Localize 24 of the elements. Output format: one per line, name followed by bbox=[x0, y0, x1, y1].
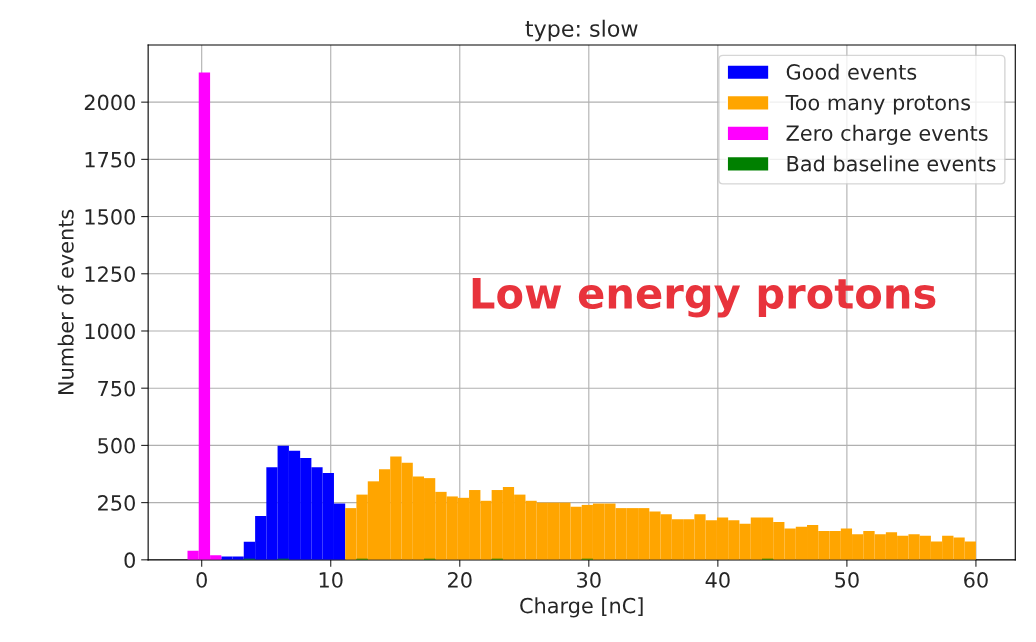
annotation: Low energy protons bbox=[472, 278, 936, 318]
y-tick-label: 1250 bbox=[85, 266, 135, 282]
x-axis-title: Charge [nC] bbox=[520, 597, 643, 618]
x-tick-label: 20 bbox=[448, 572, 472, 588]
legend-label: Good events bbox=[786, 63, 917, 80]
legend-label: Bad baseline events bbox=[787, 155, 996, 172]
x-tick-label: 60 bbox=[964, 572, 988, 588]
y-tick-label: 250 bbox=[98, 495, 135, 511]
x-tick-label: 10 bbox=[319, 572, 343, 588]
x-tick-label: 30 bbox=[577, 572, 601, 588]
x-tick-label: 50 bbox=[835, 572, 859, 588]
y-tick-label: 500 bbox=[98, 437, 135, 454]
x-tick-label: 0 bbox=[196, 572, 207, 588]
y-tick-label: 2000 bbox=[84, 94, 135, 111]
x-tick-label: 40 bbox=[705, 572, 730, 588]
legend-label: Too many protons bbox=[785, 94, 971, 115]
y-tick-label: 0 bbox=[124, 552, 135, 569]
legend-label: Zero charge events bbox=[786, 124, 988, 146]
y-tick-label: 750 bbox=[98, 380, 135, 397]
y-axis-title: Number of events bbox=[57, 209, 74, 394]
y-tick-label: 1500 bbox=[85, 209, 135, 225]
chart-title: type: slow bbox=[525, 19, 638, 42]
y-tick-label: 1000 bbox=[85, 323, 135, 340]
y-tick-label: 1750 bbox=[85, 151, 135, 168]
